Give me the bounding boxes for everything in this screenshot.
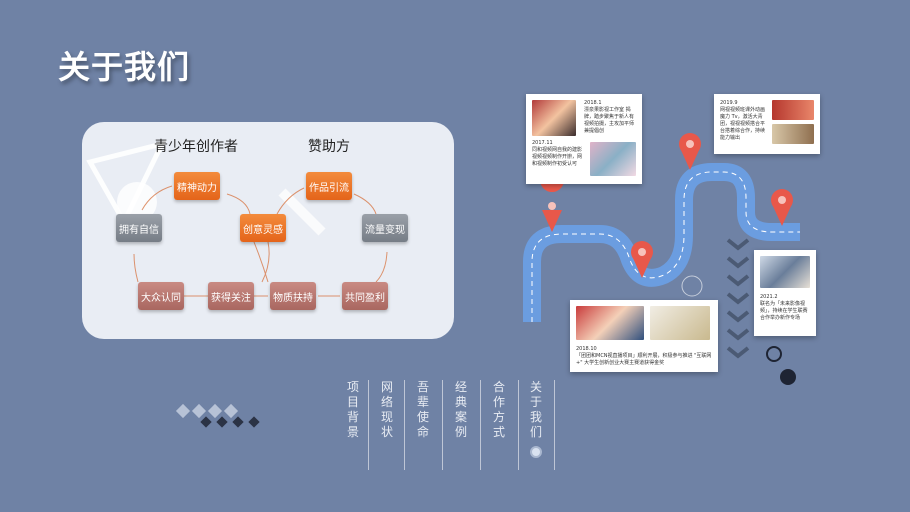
creator-heading: 青少年创作者 xyxy=(154,139,238,155)
card-text: 同和视频网自我的建影视频视频制作开辦，网和视频制作初受认可 xyxy=(532,147,583,167)
nav-divider xyxy=(480,380,481,470)
nav-item-cases[interactable]: 经典案例 xyxy=(454,380,467,439)
node-gongtong: 共同盈利 xyxy=(342,282,388,310)
flow-decoration xyxy=(86,140,388,297)
timeline-card-2018-10: 2018.10 「团团和MCN视直播项目」顺利开展，积极参与推进 "互联网+" … xyxy=(570,300,718,372)
node-yongyou: 拥有自信 xyxy=(116,214,162,242)
page-title: 关于我们 xyxy=(58,48,191,86)
nav-divider xyxy=(554,380,555,470)
nav-item-cooperation[interactable]: 合作方式 xyxy=(492,380,505,439)
sponsor-heading: 赞助方 xyxy=(308,139,350,155)
nav-item-mission[interactable]: 吾辈使命 xyxy=(416,380,429,439)
card-text: 漂泉果影视工作室 揭牌，踏步聚焦于新人有视频拍摄，主攻加平师兼提倡创 xyxy=(584,107,635,134)
office-photo xyxy=(772,124,814,144)
card-date: 2018.10 xyxy=(576,346,597,352)
team-photo xyxy=(532,100,576,136)
card-text: 联名为「未来影像视频」，持续在学生联赛合作举办新作专场 xyxy=(760,301,808,321)
node-zuopin: 作品引流 xyxy=(306,172,352,200)
node-chuangyi: 创意灵感 xyxy=(240,214,286,242)
banner-photo xyxy=(772,100,814,120)
group-photo xyxy=(760,256,810,288)
event-photo xyxy=(590,142,636,176)
node-jingshen: 精神动力 xyxy=(174,172,220,200)
node-liuliang: 流量变现 xyxy=(362,214,408,242)
timeline-card-2019-9: 2019.9 网视视频班课外动画魔力 Tv，激活大青团，视视视频搭合平台搭着综合… xyxy=(714,94,820,154)
nav-divider xyxy=(518,380,519,470)
node-huode: 获得关注 xyxy=(208,282,254,310)
nav-divider xyxy=(368,380,369,470)
timeline-card-2021-2: 2021.2 联名为「未来影像视频」，持续在学生联赛合作举办新作专场 xyxy=(754,250,816,336)
timeline-card-2018-1: 2018.1 漂泉果影视工作室 揭牌，踏步聚焦于新人有视频拍摄，主攻加平师兼提倡… xyxy=(526,94,642,184)
nav-item-project-background[interactable]: 项目背景 xyxy=(346,380,359,439)
card-date: 2018.1 xyxy=(584,100,602,106)
nav-divider xyxy=(404,380,405,470)
ceremony-photo xyxy=(576,306,644,340)
card-text: 「团团和MCN视直播项目」顺利开展，积极参与推进 "互联网+" 大学生创新创业大… xyxy=(576,353,712,366)
node-dazhong: 大众认同 xyxy=(138,282,184,310)
card-date: 2017.11 xyxy=(532,140,553,146)
card-date: 2021.2 xyxy=(760,294,778,300)
flow-panel: 青少年创作者 赞助方 精神动力 拥有自信 创意灵感 作品引流 流量变现 大众认同… xyxy=(82,122,454,339)
nav-item-network-status[interactable]: 网络现状 xyxy=(380,380,393,439)
card-text: 网视视频班课外动画魔力 Tv，激活大青团，视视视频搭合平台搭着综合作，持续能力输… xyxy=(720,107,766,141)
nav-divider xyxy=(442,380,443,470)
active-nav-indicator-icon xyxy=(530,446,542,458)
node-wuzhi: 物质扶持 xyxy=(270,282,316,310)
chevron-down-icon xyxy=(726,238,750,359)
card-date: 2019.9 xyxy=(720,100,738,106)
certificate-photo xyxy=(650,306,710,340)
nav-item-about-us[interactable]: 关于我们 xyxy=(529,380,542,439)
